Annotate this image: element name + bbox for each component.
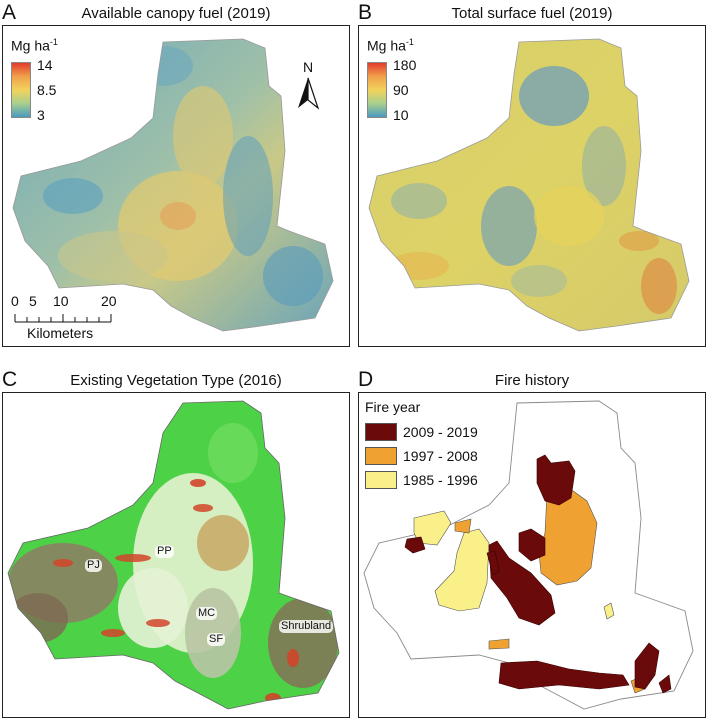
- legend-swatch-1997-2008: [365, 447, 397, 465]
- scale-tick-10: 10: [53, 293, 69, 309]
- surface-tick-mid: 90: [393, 82, 409, 98]
- fire-legend-title: Fire year: [365, 399, 421, 415]
- surface-tick-high: 180: [393, 57, 417, 73]
- surface-fuel-map: Mg ha-1 180 90 10: [358, 25, 706, 347]
- north-arrow-icon: [298, 77, 320, 110]
- legend-label-1997-2008: 1997 - 2008: [403, 448, 478, 464]
- panel-c-letter: C: [2, 368, 18, 391]
- veg-label-pj: PJ: [85, 559, 102, 572]
- vegetation-type-map: PJ PP MC SF Shrubland: [2, 392, 350, 718]
- fire-history-polygons: [363, 400, 694, 710]
- canopy-unit-label: Mg ha-1: [11, 37, 58, 54]
- canopy-tick-mid: 8.5: [37, 82, 57, 98]
- panel-d-title: Fire history: [494, 372, 570, 389]
- veg-label-pp: PP: [155, 545, 174, 558]
- panel-d-letter: D: [358, 368, 374, 391]
- fires-2009-2019: [404, 454, 672, 694]
- scale-bar: [14, 314, 112, 323]
- panel-a-letter: A: [2, 1, 17, 24]
- panel-a-title: Available canopy fuel (2019): [81, 5, 271, 22]
- veg-label-sf: SF: [207, 633, 226, 646]
- scale-unit-label: Kilometers: [27, 325, 94, 341]
- panel-b-letter: B: [358, 1, 373, 24]
- fires-1985-1996: [413, 510, 615, 620]
- canopy-tick-low: 3: [37, 107, 45, 123]
- vegetation-raster: [7, 400, 340, 710]
- veg-label-shrubland: Shrubland: [279, 620, 334, 633]
- legend-label-1985-1996: 1985 - 1996: [403, 472, 478, 488]
- canopy-fuel-raster: [12, 38, 334, 332]
- legend-label-2009-2019: 2009 - 2019: [403, 424, 478, 440]
- fire-history-map: Fire year 2009 - 2019 1997 - 2008 1985 -…: [358, 392, 706, 718]
- canopy-fuel-map: Mg ha-1 14 8.5 3 N 0 5 10 20 Kilometers: [2, 25, 350, 347]
- surface-fuel-raster: [368, 38, 690, 332]
- fires-1997-2008: [454, 487, 646, 694]
- veg-label-mc: MC: [196, 607, 218, 620]
- panel-c-title: Existing Vegetation Type (2016): [70, 372, 282, 389]
- panel-b-title: Total surface fuel (2019): [451, 5, 613, 22]
- legend-swatch-2009-2019: [365, 423, 397, 441]
- canopy-tick-high: 14: [37, 57, 53, 73]
- surface-tick-low: 10: [393, 107, 409, 123]
- canopy-colorbar: [11, 62, 31, 118]
- surface-unit-label: Mg ha-1: [367, 37, 414, 54]
- legend-swatch-1985-1996: [365, 471, 397, 489]
- scale-tick-0: 0: [11, 293, 19, 309]
- scale-tick-5: 5: [29, 293, 37, 309]
- north-label: N: [303, 59, 314, 75]
- surface-colorbar: [367, 62, 387, 118]
- scale-tick-20: 20: [101, 293, 117, 309]
